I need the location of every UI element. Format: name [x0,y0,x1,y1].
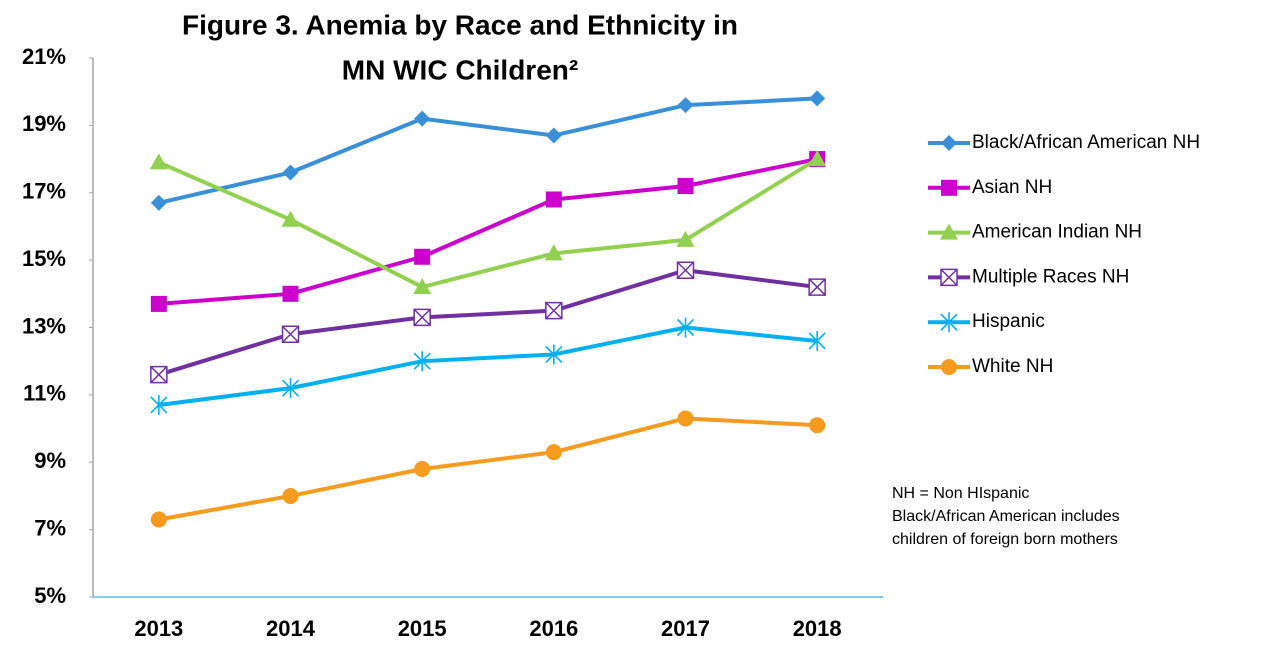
chart-title: MN WIC Children² [342,54,578,85]
point [413,351,431,372]
point [545,301,563,320]
point [545,127,562,144]
x-tick-label: 2018 [793,616,842,641]
legend-marker [941,359,957,375]
y-tick-label: 5% [34,583,66,608]
legend-marker [941,179,957,196]
point [676,230,695,247]
point [150,365,168,384]
series-line [158,157,818,306]
point [545,344,563,365]
legend-label: Hispanic [972,311,1045,332]
legend-label: American Indian NH [972,222,1142,243]
point [414,248,431,265]
point [545,444,562,461]
legend-marker [940,268,958,287]
point [282,164,299,181]
note: children of foreign born mothers [892,531,1118,548]
legend-marker [941,135,957,151]
point [281,210,300,227]
point [808,330,826,351]
point [413,308,431,327]
series-line [158,325,818,407]
point [809,90,826,107]
y-tick-label: 9% [34,448,66,473]
y-tick-label: 21% [22,44,66,69]
point [676,261,695,279]
y-tick-label: 15% [22,246,66,271]
x-tick-label: 2014 [266,616,316,641]
point [150,295,167,312]
legend-label: Black/African American NH [972,132,1200,153]
legend-marker [940,312,958,333]
point [149,153,168,170]
x-tick-label: 2017 [661,616,710,641]
y-tick-label: 7% [34,515,66,540]
x-tick-label: 2016 [529,616,578,641]
series-line [158,416,818,522]
chart-title: Figure 3. Anemia by Race and Ethnicity i… [182,9,738,40]
series-line [158,157,819,290]
y-tick-label: 13% [22,313,66,338]
legend-marker [940,223,958,240]
series-line [158,96,818,205]
y-tick-label: 11% [23,381,66,406]
point [150,194,167,211]
legend-label: Asian NH [972,177,1052,198]
point [281,325,300,343]
point [677,410,694,427]
y-tick-label: 19% [22,111,66,136]
point [414,460,431,477]
legend-label: White NH [972,356,1053,377]
point [413,278,432,295]
point [282,487,299,504]
legend-label: Multiple Races NH [972,266,1129,287]
series-line [158,268,818,377]
point [281,378,300,399]
point [677,178,694,195]
note: Black/African American includes [892,508,1120,525]
point [545,191,562,208]
x-tick-label: 2015 [398,616,447,641]
point [809,417,826,434]
point [676,317,695,338]
note: NH = Non HIspanic [892,485,1029,502]
point [414,110,431,127]
point [808,278,826,296]
point [544,244,563,261]
x-tick-label: 2013 [134,616,183,641]
point [677,97,694,114]
point [282,285,299,302]
point [150,511,167,528]
point [150,394,168,415]
point [808,150,827,167]
y-tick-label: 17% [22,179,66,204]
